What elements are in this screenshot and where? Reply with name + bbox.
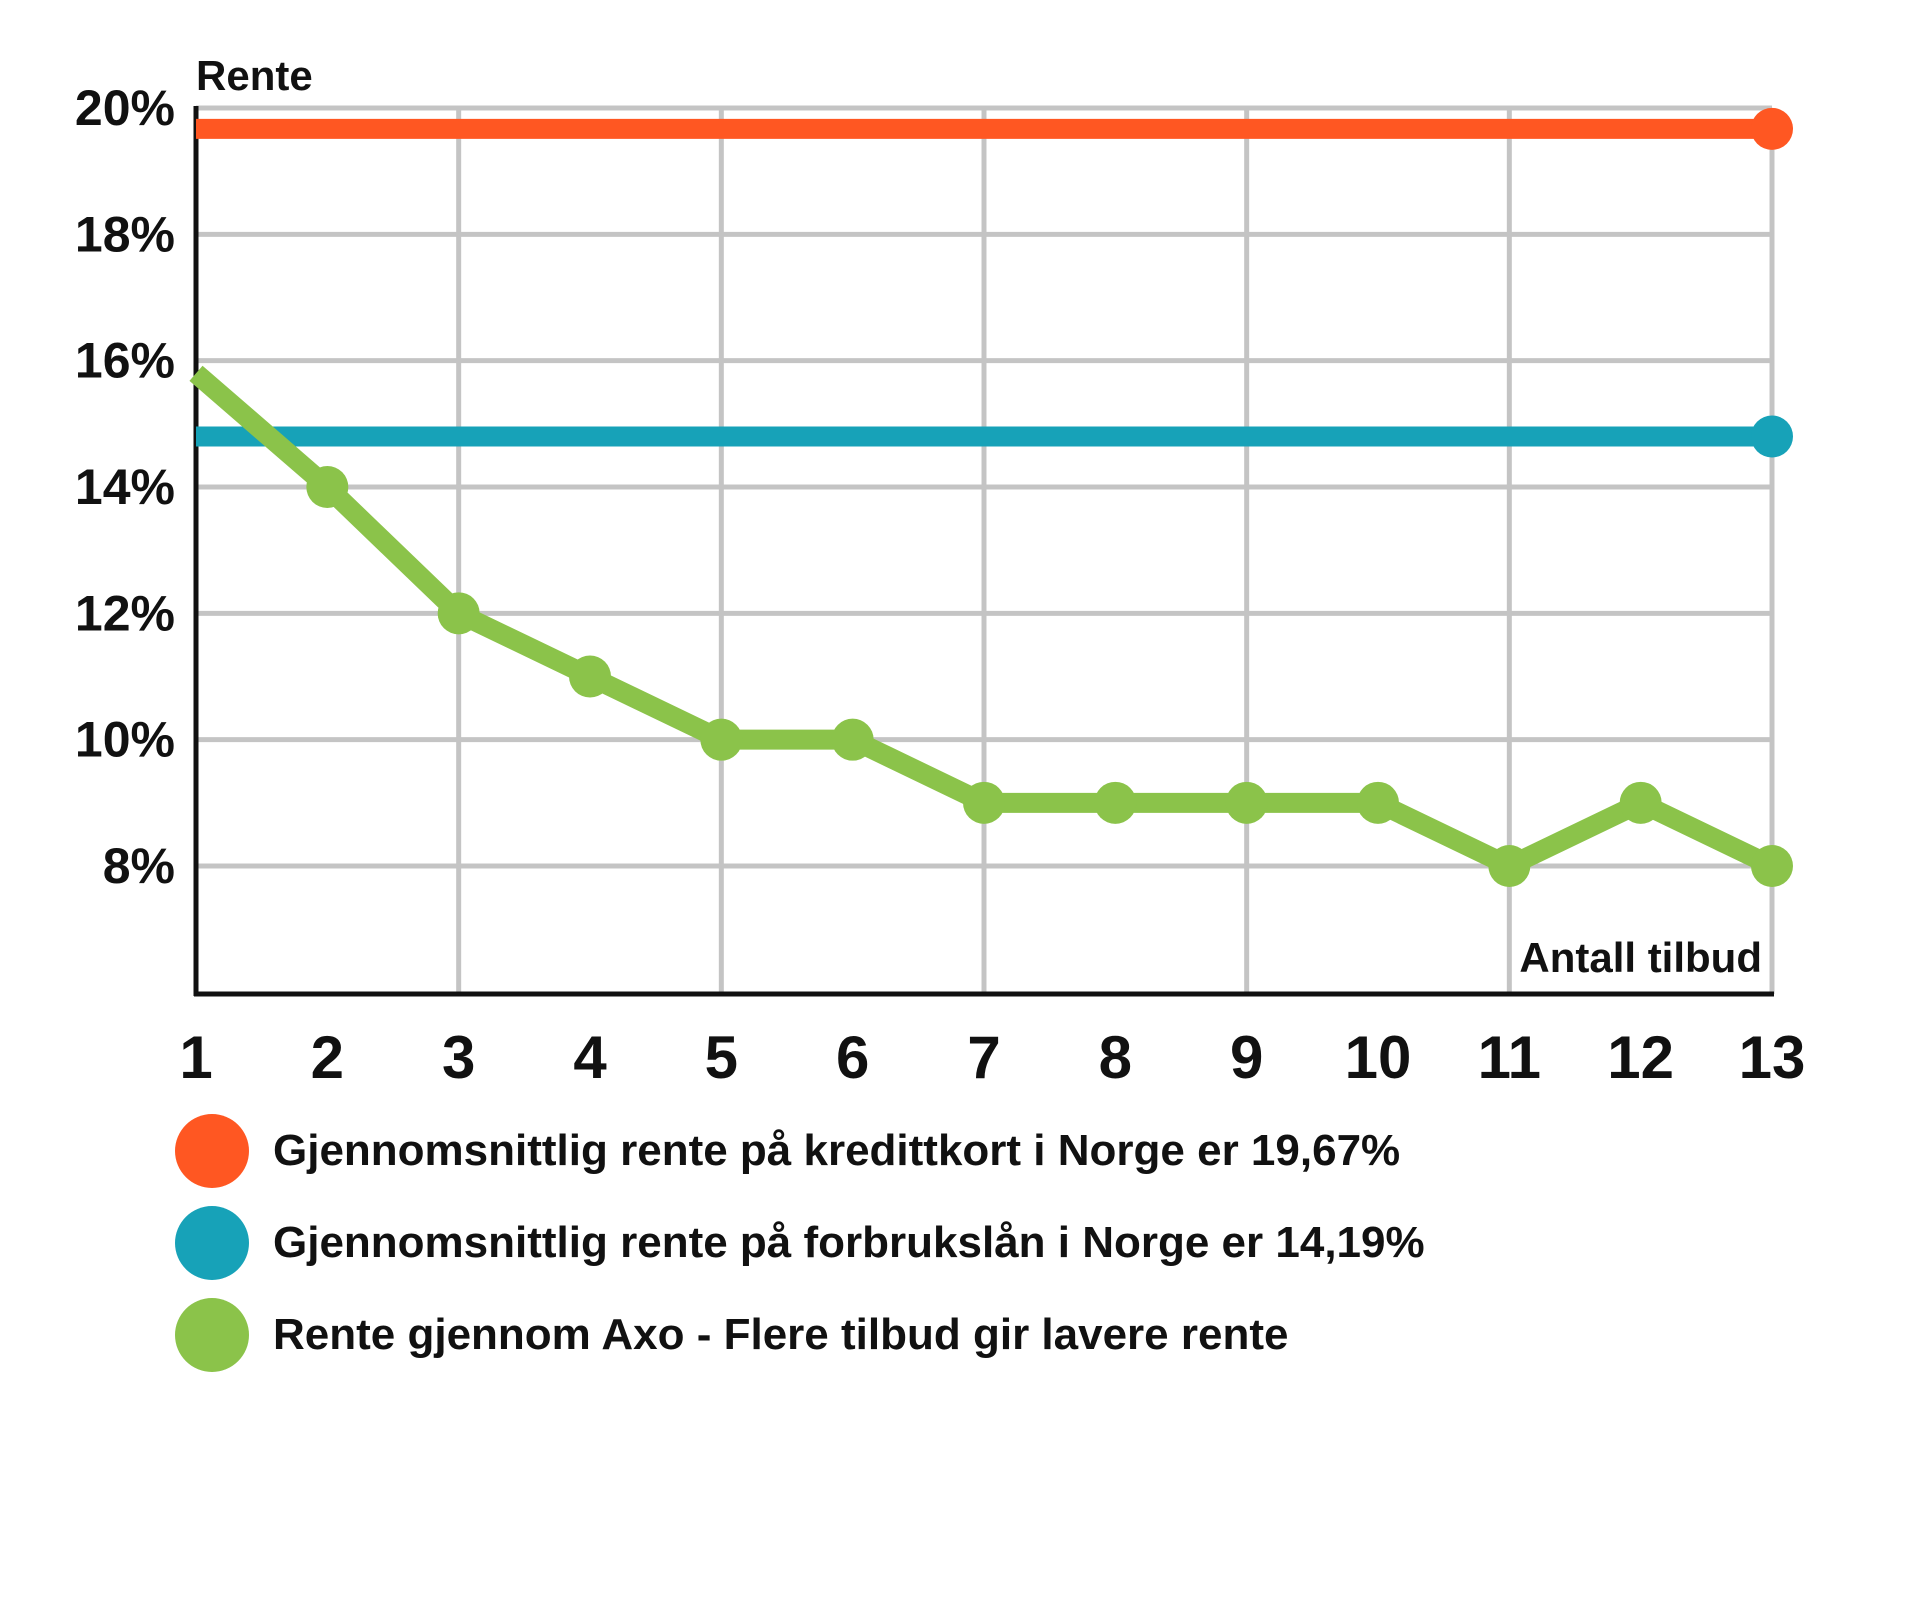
legend-label: Gjennomsnittlig rente på kredittkort i N… [273, 1126, 1401, 1175]
legend-label: Rente gjennom Axo - Flere tilbud gir lav… [273, 1310, 1289, 1359]
y-tick-label: 12% [75, 585, 175, 641]
series-point-3 [1619, 781, 1662, 824]
legend-swatch [175, 1206, 249, 1280]
series-point-1 [1751, 107, 1793, 150]
x-tick-label: 12 [1607, 1024, 1674, 1091]
x-tick-label: 1 [179, 1024, 212, 1091]
x-tick-label: 2 [311, 1024, 344, 1091]
legend-label: Gjennomsnittlig rente på forbrukslån i N… [273, 1218, 1425, 1267]
x-tick-label: 7 [967, 1024, 1000, 1091]
x-tick-label: 11 [1478, 1024, 1541, 1091]
x-tick-label: 4 [573, 1024, 607, 1091]
series-point-3 [1357, 781, 1399, 824]
x-tick-label: 9 [1230, 1024, 1263, 1091]
tick-labels: 8%10%12%14%16%18%20%1 2 3 4 5 6 7 8 9 10 11 12 13 [75, 80, 1805, 1091]
x-axis-label: Antall tilbud [1519, 934, 1762, 981]
y-tick-label: 20% [75, 80, 175, 136]
series-point-3 [831, 718, 874, 761]
x-tick-label: 8 [1099, 1024, 1132, 1091]
x-tick-label: 3 [442, 1024, 475, 1091]
series-lines [189, 107, 1793, 887]
legend-item: Rente gjennom Axo - Flere tilbud gir lav… [175, 1289, 1425, 1381]
legend-swatch [175, 1114, 249, 1188]
series-point-3 [1488, 845, 1531, 887]
y-tick-label: 18% [75, 206, 175, 262]
x-tick-label: 6 [836, 1024, 869, 1091]
legend: Gjennomsnittlig rente på kredittkort i N… [175, 1105, 1425, 1381]
series-point-3 [963, 781, 1005, 824]
series-point-3 [1751, 845, 1793, 887]
x-tick-label: 10 [1345, 1024, 1412, 1091]
series-point-3 [1225, 781, 1268, 824]
series-point-3 [1094, 781, 1137, 824]
series-point-2 [1751, 415, 1793, 458]
series-point-3 [700, 718, 743, 761]
legend-item: Gjennomsnittlig rente på kredittkort i N… [175, 1105, 1425, 1197]
legend-item: Gjennomsnittlig rente på forbrukslån i N… [175, 1197, 1425, 1289]
x-tick-label: 13 [1739, 1024, 1806, 1091]
y-tick-label: 10% [75, 712, 175, 768]
y-tick-label: 14% [75, 459, 175, 515]
axes [193, 106, 1774, 997]
x-tick-label: 5 [705, 1024, 738, 1091]
series-point-3 [306, 466, 349, 508]
legend-swatch [175, 1298, 249, 1372]
series-point-3 [437, 592, 480, 635]
y-tick-label: 8% [103, 838, 175, 894]
y-axis-label: Rente [196, 52, 313, 99]
series-point-3 [569, 655, 611, 698]
y-tick-label: 16% [75, 333, 175, 389]
